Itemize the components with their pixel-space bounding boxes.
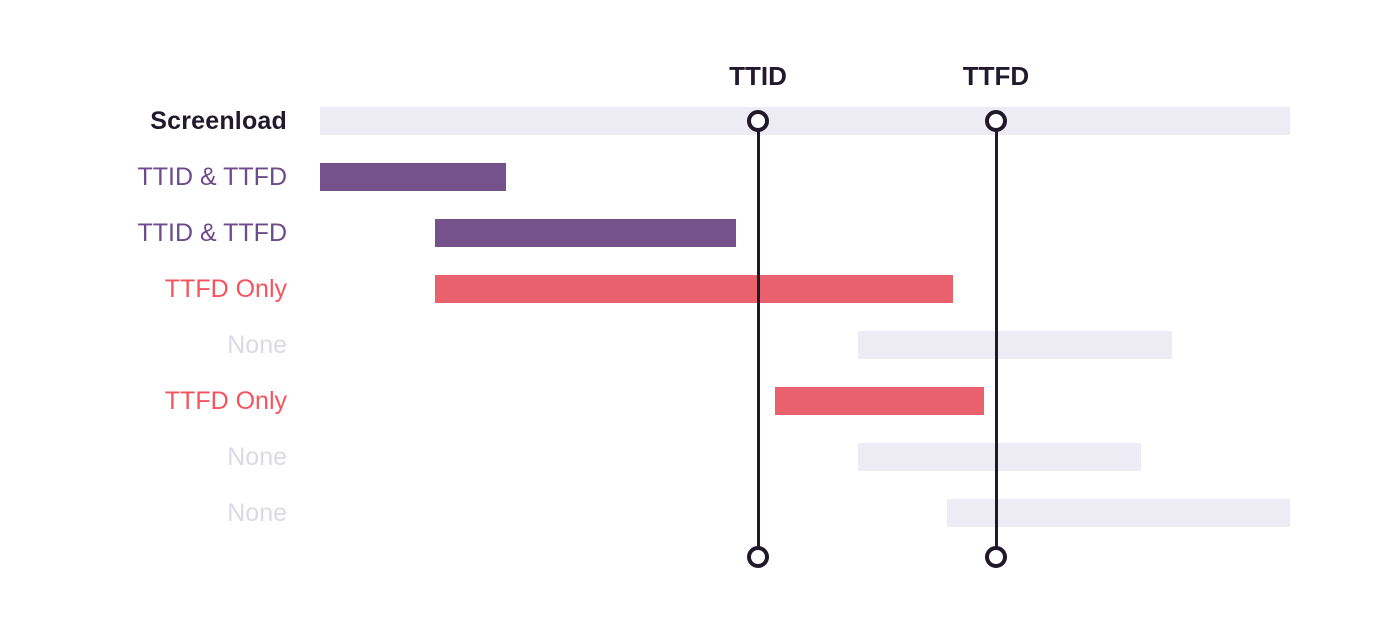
marker-ttfd-bottom-circle (985, 546, 1007, 568)
timeline-bar-screenload (320, 107, 1290, 135)
marker-ttid-top-circle (747, 110, 769, 132)
timeline-bar-ttfd_only (435, 275, 953, 303)
row-label-none: None (227, 499, 287, 527)
timeline-bar-none (858, 331, 1172, 359)
marker-ttfd-top-circle (985, 110, 1007, 132)
marker-line-ttfd (994, 121, 998, 557)
timeline-bar-ttfd_only (775, 387, 984, 415)
marker-label-ttid: TTID (729, 61, 787, 91)
row-label-ttfd_only: TTFD Only (164, 275, 287, 303)
timeline-bar-none (858, 443, 1141, 471)
row-label-screenload: Screenload (150, 107, 287, 135)
timeline-bar-none (947, 499, 1290, 527)
row-label-ttid_ttfd: TTID & TTFD (137, 163, 287, 191)
marker-line-ttid (756, 121, 760, 557)
marker-label-ttfd: TTFD (962, 61, 1030, 91)
timeline-bar-ttid_ttfd (320, 163, 506, 191)
timeline-bar-ttid_ttfd (435, 219, 736, 247)
row-label-none: None (227, 443, 287, 471)
row-label-ttfd_only: TTFD Only (164, 387, 287, 415)
row-label-ttid_ttfd: TTID & TTFD (137, 219, 287, 247)
marker-ttid-bottom-circle (747, 546, 769, 568)
row-label-none: None (227, 331, 287, 359)
